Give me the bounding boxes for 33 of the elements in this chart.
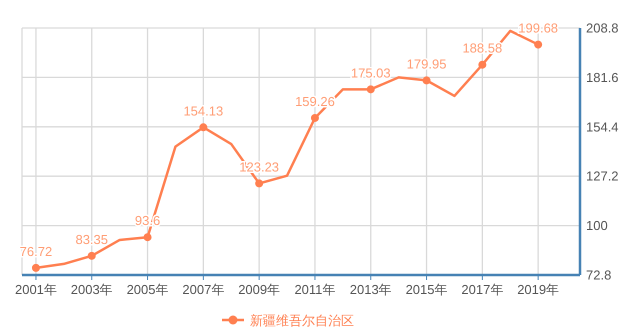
y-tick-label: 154.4 xyxy=(586,119,619,134)
x-tick-label: 2001年 xyxy=(14,282,57,297)
data-label: 154.13 xyxy=(183,103,224,118)
x-tick-label: 2011年 xyxy=(294,282,336,297)
data-label: 83.35 xyxy=(75,232,108,247)
x-tick-label: 2019年 xyxy=(517,282,560,297)
x-tick-label: 2015年 xyxy=(406,282,448,297)
point xyxy=(366,85,375,94)
x-tick-label: 2017年 xyxy=(461,282,504,297)
legend-label: 新疆维吾尔自治区 xyxy=(250,313,354,328)
point xyxy=(534,40,542,49)
x-tick-label: 2013年 xyxy=(350,282,392,297)
point xyxy=(255,179,264,188)
point xyxy=(199,123,208,132)
y-tick-label: 208.8 xyxy=(586,20,619,36)
point xyxy=(88,252,96,260)
point xyxy=(310,114,319,122)
point xyxy=(422,76,431,84)
y-tick-label: 72.8 xyxy=(586,268,612,282)
x-tick-label: 2009年 xyxy=(238,282,280,297)
x-tick-label: 2003年 xyxy=(70,282,113,297)
point xyxy=(32,264,40,272)
x-tick-label: 2007年 xyxy=(182,282,224,297)
y-tick-label: 100 xyxy=(586,218,608,234)
point xyxy=(478,60,486,69)
x-tick-label: 2005年 xyxy=(126,282,169,297)
data-label: 175.03 xyxy=(350,65,391,80)
data-label: 179.95 xyxy=(406,56,446,72)
y-tick-label: 181.6 xyxy=(586,70,619,85)
data-label: 199.68 xyxy=(518,20,558,36)
point xyxy=(144,233,152,242)
data-label: 76.72 xyxy=(20,244,52,259)
y-tick-label: 127.2 xyxy=(586,168,619,184)
